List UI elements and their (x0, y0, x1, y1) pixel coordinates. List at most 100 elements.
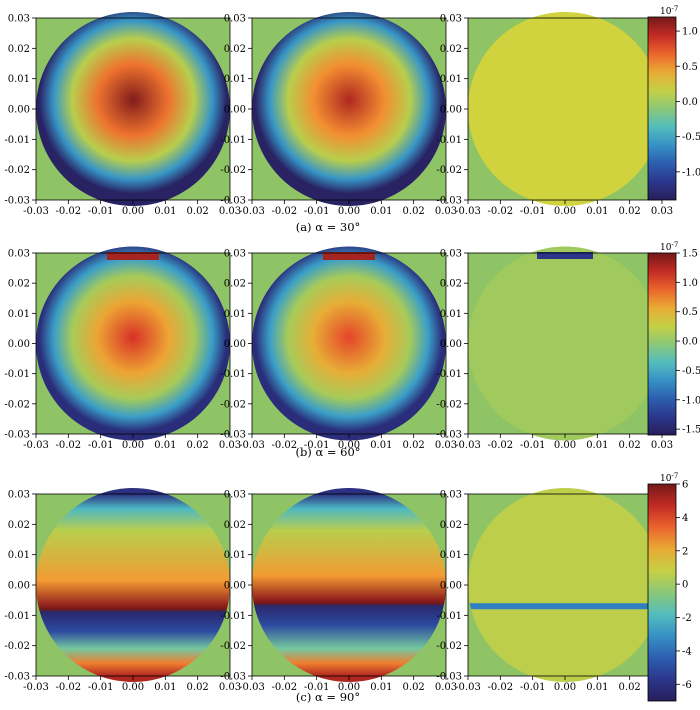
colorbar-gradient (647, 16, 677, 201)
colorbar: 10-7 6 4 2 0 -2 -4 -6 (647, 472, 692, 702)
x-tick-label: -0.01 (304, 440, 330, 451)
x-tick-label: 0.01 (370, 682, 392, 693)
y-tick-label: 0.01 (440, 550, 462, 561)
x-tick-label: 0.01 (586, 682, 608, 693)
x-tick-label: 0.00 (338, 440, 360, 451)
y-tick-label: -0.02 (220, 399, 246, 410)
x-tick-label: -0.03 (455, 682, 481, 693)
colorbar-tick-label: 1.0 (682, 27, 698, 38)
colorbar-tick-label: 1.5 (682, 249, 698, 260)
x-tick-label: 0.00 (122, 206, 144, 217)
x-tick-label: 0.00 (122, 682, 144, 693)
y-tick-label: 0.03 (440, 14, 462, 25)
y-tick-label: 0.02 (440, 520, 462, 531)
x-tick-label: 0.02 (403, 440, 425, 451)
y-tick-label: 0.03 (224, 490, 246, 501)
y-tick-label: 0.01 (440, 309, 462, 320)
y-tick-label: -0.03 (4, 672, 30, 683)
heatmap-panel: -0.03 -0.02 -0.01 0.00 0.01 0.02 0.03 0.03 0.02 0… (220, 12, 457, 217)
y-tick-label: 0.00 (440, 339, 462, 350)
x-tick-label: -0.03 (23, 206, 49, 217)
x-tick-label: -0.02 (272, 682, 298, 693)
heatmap-panel: -0.03 -0.02 -0.01 0.00 0.01 0.02 0.03 0.03 0.02 0… (4, 246, 241, 451)
x-tick-label: 0.00 (554, 440, 576, 451)
colorbar-exponent: 10-7 (660, 241, 678, 253)
y-tick-label: -0.03 (4, 430, 30, 441)
y-tick-label: -0.01 (436, 369, 462, 380)
x-tick-label: -0.03 (239, 440, 265, 451)
y-tick-label: 0.03 (224, 14, 246, 25)
colorbar-tick-label: -0.5 (682, 366, 700, 377)
field-disk (252, 488, 446, 682)
x-tick-label: -0.01 (304, 206, 330, 217)
x-tick-label: 0.01 (154, 440, 176, 451)
colorbar-tick-label: -1.0 (682, 167, 700, 178)
y-tick-label: -0.01 (4, 369, 30, 380)
colorbar-tick-label: -1.5 (682, 425, 700, 436)
heatmap-panel: -0.03 -0.02 -0.01 0.00 0.01 0.02 0.03 0.03 0.02 0… (220, 246, 457, 451)
y-tick-label: 0.01 (8, 74, 30, 85)
colorbar-tick-label: 4 (682, 513, 688, 524)
y-tick-label: -0.03 (436, 196, 462, 207)
x-tick-label: -0.02 (272, 440, 298, 451)
x-tick-label: -0.03 (239, 206, 265, 217)
y-tick-label: -0.03 (220, 196, 246, 207)
field-disk (36, 488, 230, 682)
x-tick-label: 0.03 (219, 206, 241, 217)
colorbar-gradient (647, 252, 677, 436)
colorbar-exponent: 10-7 (660, 5, 678, 17)
y-tick-label: 0.00 (440, 105, 462, 116)
y-tick-label: -0.02 (220, 641, 246, 652)
x-tick-label: 0.02 (187, 682, 209, 693)
x-tick-label: 0.01 (586, 206, 608, 217)
x-tick-label: -0.03 (23, 682, 49, 693)
y-tick-label: 0.00 (224, 581, 246, 592)
y-tick-label: 0.02 (440, 44, 462, 55)
x-tick-label: -0.01 (520, 682, 546, 693)
x-tick-label: 0.00 (122, 440, 144, 451)
colorbar-tick-label: -2 (682, 613, 692, 624)
x-tick-label: -0.01 (520, 440, 546, 451)
caption-row-b: (b) α = 60° (295, 445, 360, 459)
x-tick-label: 0.03 (435, 440, 457, 451)
top-edge-band (537, 252, 593, 259)
caption-row-c: (c) α = 90° (296, 690, 360, 704)
y-tick-label: -0.01 (4, 611, 30, 622)
y-tick-label: 0.01 (8, 550, 30, 561)
colorbar-tick-label: 0.0 (682, 337, 698, 348)
x-tick-label: 0.00 (338, 682, 360, 693)
y-tick-label: 0.01 (224, 74, 246, 85)
x-tick-label: 0.02 (187, 440, 209, 451)
x-tick-label: 0.03 (651, 206, 673, 217)
y-tick-label: -0.01 (220, 611, 246, 622)
x-tick-label: -0.02 (488, 440, 514, 451)
colorbar-tick-label: 0.5 (682, 62, 698, 73)
y-tick-label: 0.02 (8, 520, 30, 531)
x-tick-label: 0.02 (187, 206, 209, 217)
x-tick-label: 0.01 (154, 206, 176, 217)
x-tick-label: -0.03 (455, 440, 481, 451)
y-tick-label: 0.02 (8, 279, 30, 290)
colorbar-exponent: 10-7 (660, 472, 678, 484)
x-tick-label: -0.03 (23, 440, 49, 451)
y-tick-label: -0.02 (4, 165, 30, 176)
y-tick-label: 0.00 (224, 339, 246, 350)
y-tick-label: -0.01 (220, 135, 246, 146)
x-tick-label: -0.02 (488, 206, 514, 217)
colorbar-tick-label: -6 (682, 680, 692, 691)
x-tick-label: -0.02 (56, 206, 82, 217)
x-tick-label: -0.01 (88, 682, 114, 693)
x-tick-label: 0.02 (619, 440, 641, 451)
y-tick-label: -0.02 (4, 641, 30, 652)
x-tick-label: 0.03 (435, 206, 457, 217)
x-tick-label: 0.02 (619, 206, 641, 217)
y-tick-label: 0.00 (224, 105, 246, 116)
colorbar-tick-label: 0 (682, 580, 688, 591)
heatmap-panel: -0.03 -0.02 -0.01 0.00 0.01 0.02 0.03 0.03 0.02 0… (4, 12, 241, 217)
heatmap-panel: -0.03 -0.02 -0.01 0.00 0.01 0.02 0.03 0.03 0.02 0… (4, 488, 241, 693)
y-tick-label: 0.03 (8, 490, 30, 501)
x-tick-label: -0.02 (488, 682, 514, 693)
x-tick-label: 0.02 (619, 682, 641, 693)
caption-row-a: (a) α = 30° (296, 220, 361, 234)
